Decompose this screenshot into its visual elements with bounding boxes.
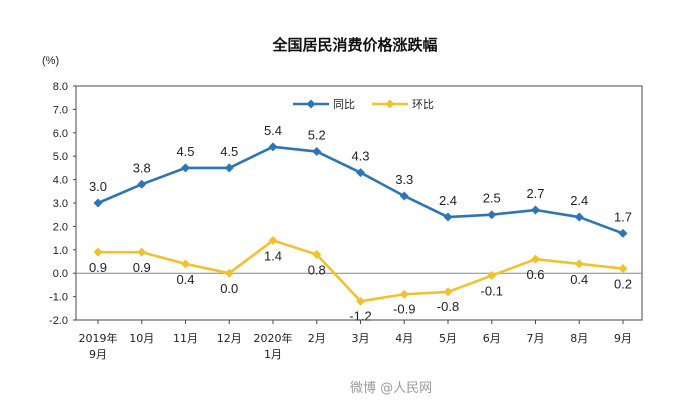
data-label: 3.3 [395, 172, 413, 187]
series-layer: 3.0 3.8 4.5 4.5 5.4 5.2 4.3 3.3 2.4 2.5 2.7 2.4 1.7 0… [89, 123, 632, 323]
data-label: 0.8 [308, 262, 326, 277]
data-label: -0.8 [437, 299, 459, 314]
data-label: -1.2 [349, 308, 371, 323]
x-tick-label: 6月 [483, 332, 501, 345]
data-point [531, 205, 540, 215]
y-tick-label: -1.0 [49, 292, 68, 304]
series-mom: 0.9 0.9 0.4 0.0 1.4 0.8 -1.2 -0.9 -0.8 -0.1 0.6 0.4… [89, 235, 632, 323]
y-tick-label: -2.0 [49, 315, 68, 327]
data-point [93, 198, 103, 208]
x-tick-label: 5月 [439, 332, 457, 345]
x-tick-label: 12月 [217, 332, 242, 345]
x-tick-label-line2: 1月 [264, 348, 282, 361]
data-label: 0.4 [570, 272, 588, 287]
data-point [399, 191, 409, 201]
data-point [574, 212, 584, 222]
plot-frame [75, 85, 643, 321]
data-label: 5.2 [308, 128, 326, 143]
legend-swatch-marker [306, 99, 316, 109]
y-axis-unit: (%) [42, 55, 59, 67]
y-tick-label: 7.0 [53, 104, 68, 116]
x-tick-label: 7月 [527, 332, 545, 345]
data-label: 0.0 [220, 281, 238, 296]
data-point [268, 235, 278, 245]
plot-border [75, 85, 643, 321]
legend: 同比 环比 [293, 98, 434, 111]
x-tick-label: 2019年 [79, 331, 118, 345]
data-point [137, 247, 147, 257]
x-tick-label: 9月 [614, 332, 632, 345]
data-point [312, 147, 322, 157]
x-tick-label: 8月 [570, 332, 588, 345]
data-point [618, 228, 628, 238]
data-label: 1.4 [264, 248, 282, 263]
x-axis: 2019年 9月 10月 11月 12月 2020年 1月 2月 3月 4月 5月 6月 7月 8月 9月 [79, 320, 632, 361]
data-point [487, 210, 497, 220]
y-tick-label: 8.0 [53, 81, 68, 93]
data-label: 0.9 [89, 260, 107, 275]
y-tick-label: 2.0 [53, 221, 68, 233]
data-point [443, 212, 453, 222]
data-label: 2.4 [570, 193, 588, 208]
data-point [224, 163, 234, 173]
data-point [224, 268, 234, 278]
data-point [487, 271, 497, 281]
x-tick-label: 10月 [129, 332, 154, 345]
x-tick-label: 2020年 [254, 331, 293, 345]
data-label: 4.5 [220, 144, 238, 159]
y-tick-label: 3.0 [53, 198, 68, 210]
data-point [399, 289, 409, 299]
data-label: 1.7 [614, 209, 632, 224]
data-label: -0.1 [481, 284, 503, 299]
chart-title: 全国居民消费价格涨跌幅 [271, 36, 437, 54]
series-yoy: 3.0 3.8 4.5 4.5 5.4 5.2 4.3 3.3 2.4 2.5 2.7 2.4 1.7 [89, 123, 632, 238]
y-tick-label: 6.0 [53, 128, 68, 140]
data-point [312, 249, 322, 259]
data-label: -0.9 [393, 301, 415, 316]
data-label: 4.3 [351, 149, 369, 164]
data-label: 3.8 [133, 160, 151, 175]
data-label: 2.7 [526, 186, 544, 201]
x-tick-label: 2月 [308, 332, 326, 345]
data-label: 0.9 [133, 260, 151, 275]
data-point [531, 254, 540, 264]
data-point [574, 259, 584, 269]
x-tick-label: 3月 [352, 332, 370, 345]
y-axis: 8.0 7.0 6.0 5.0 4.0 3.0 2.0 1.0 0.0 -1.0 -2.0 [49, 81, 76, 327]
data-point [618, 264, 628, 274]
x-tick-label: 4月 [395, 332, 413, 345]
y-tick-label: 4.0 [53, 175, 68, 187]
watermark: 微博 @人民网 [350, 381, 432, 396]
x-tick-label-line2: 9月 [89, 348, 107, 361]
data-label: 4.5 [176, 144, 194, 159]
legend-swatch-marker [385, 99, 395, 109]
data-label: 0.4 [176, 272, 194, 287]
data-point [181, 163, 190, 173]
legend-label: 同比 [333, 98, 355, 111]
data-point [443, 287, 453, 297]
data-point [356, 296, 365, 306]
data-label: 3.0 [89, 179, 107, 194]
y-tick-label: 5.0 [53, 151, 68, 163]
data-point [181, 259, 190, 269]
data-point [93, 247, 103, 257]
data-label: 5.4 [264, 123, 282, 138]
data-point [137, 179, 147, 189]
y-tick-label: 1.0 [53, 245, 68, 257]
x-tick-label: 11月 [173, 332, 198, 345]
y-tick-label: 0.0 [53, 268, 68, 280]
data-point [268, 142, 278, 152]
data-label: 2.4 [439, 193, 457, 208]
legend-label: 环比 [412, 98, 434, 111]
data-label: 0.6 [526, 267, 544, 282]
data-point [356, 168, 365, 178]
data-label: 0.2 [614, 277, 632, 292]
data-label: 2.5 [483, 191, 501, 206]
